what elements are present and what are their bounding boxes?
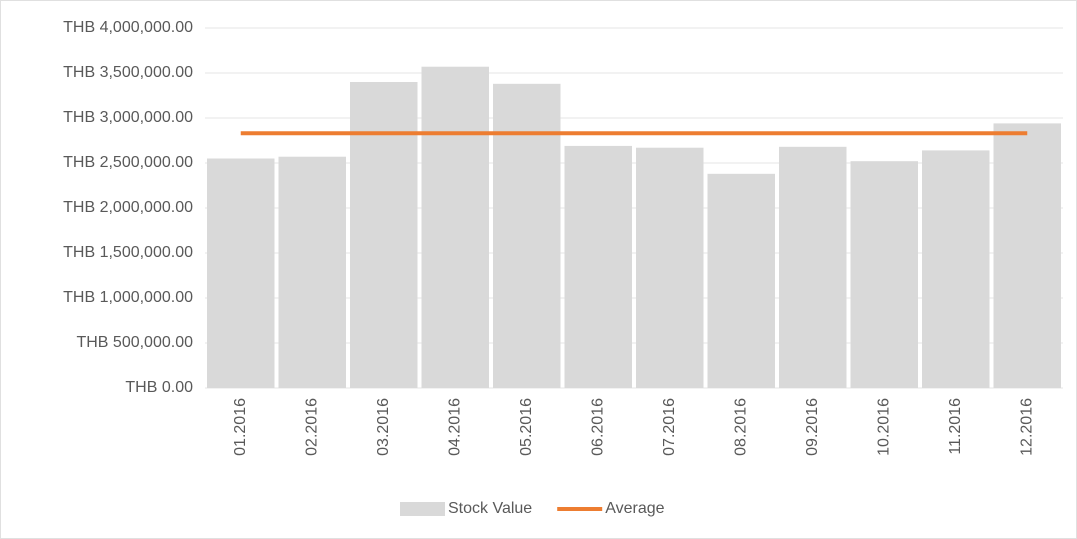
bar xyxy=(922,150,990,388)
y-tick-label: THB 500,000.00 xyxy=(76,334,193,351)
x-tick-label: 02.2016 xyxy=(303,398,320,456)
page: THB 0.00 THB 500,000.00 THB 1,000,000.00 TH… xyxy=(0,0,1077,539)
x-tick-label: 07.2016 xyxy=(661,398,678,456)
bar xyxy=(636,148,704,388)
legend-label: Average xyxy=(605,500,664,517)
bar xyxy=(779,147,847,388)
y-tick-label: THB 2,500,000.00 xyxy=(63,154,193,171)
bar xyxy=(493,84,561,388)
y-tick-label: THB 4,000,000.00 xyxy=(63,19,193,36)
legend-swatch xyxy=(400,502,445,516)
bar xyxy=(851,161,919,388)
bar xyxy=(422,67,490,388)
x-tick-label: 05.2016 xyxy=(518,398,535,456)
bar xyxy=(708,174,776,388)
chart: THB 0.00 THB 500,000.00 THB 1,000,000.00 TH… xyxy=(0,0,1077,539)
y-tick-label: THB 1,500,000.00 xyxy=(63,244,193,261)
x-tick-label: 11.2016 xyxy=(947,398,964,455)
y-tick-label: THB 0.00 xyxy=(125,379,193,396)
bar xyxy=(279,157,347,388)
x-tick-label: 03.2016 xyxy=(375,398,392,456)
legend-label: Stock Value xyxy=(448,500,532,517)
bar xyxy=(350,82,418,388)
y-tick-label: THB 3,000,000.00 xyxy=(63,109,193,126)
x-tick-label: 04.2016 xyxy=(446,398,463,456)
y-tick-label: THB 3,500,000.00 xyxy=(63,64,193,81)
x-tick-label: 10.2016 xyxy=(875,398,892,456)
x-tick-label: 01.2016 xyxy=(232,398,249,456)
y-tick-label: THB 1,000,000.00 xyxy=(63,289,193,306)
bar xyxy=(565,146,633,388)
bar xyxy=(207,159,275,389)
bar xyxy=(994,123,1062,388)
y-tick-label: THB 2,000,000.00 xyxy=(63,199,193,216)
x-tick-label: 08.2016 xyxy=(732,398,749,456)
x-tick-label: 12.2016 xyxy=(1018,398,1035,456)
x-tick-label: 06.2016 xyxy=(589,398,606,456)
x-tick-label: 09.2016 xyxy=(804,398,821,456)
